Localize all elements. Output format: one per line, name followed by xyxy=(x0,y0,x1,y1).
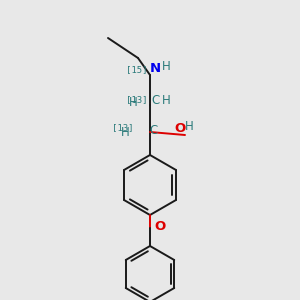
Text: O: O xyxy=(174,122,185,134)
Text: H: H xyxy=(129,97,138,110)
Text: H: H xyxy=(121,127,130,140)
Text: H: H xyxy=(185,119,194,133)
Text: H: H xyxy=(162,59,171,73)
Text: [15]: [15] xyxy=(127,65,148,74)
Text: O: O xyxy=(154,220,165,232)
Text: H: H xyxy=(162,94,171,106)
Text: [13]: [13] xyxy=(127,95,148,104)
Text: C: C xyxy=(151,94,159,106)
Text: [13]: [13] xyxy=(112,124,134,133)
Text: C: C xyxy=(149,124,157,136)
Text: N: N xyxy=(150,61,161,74)
